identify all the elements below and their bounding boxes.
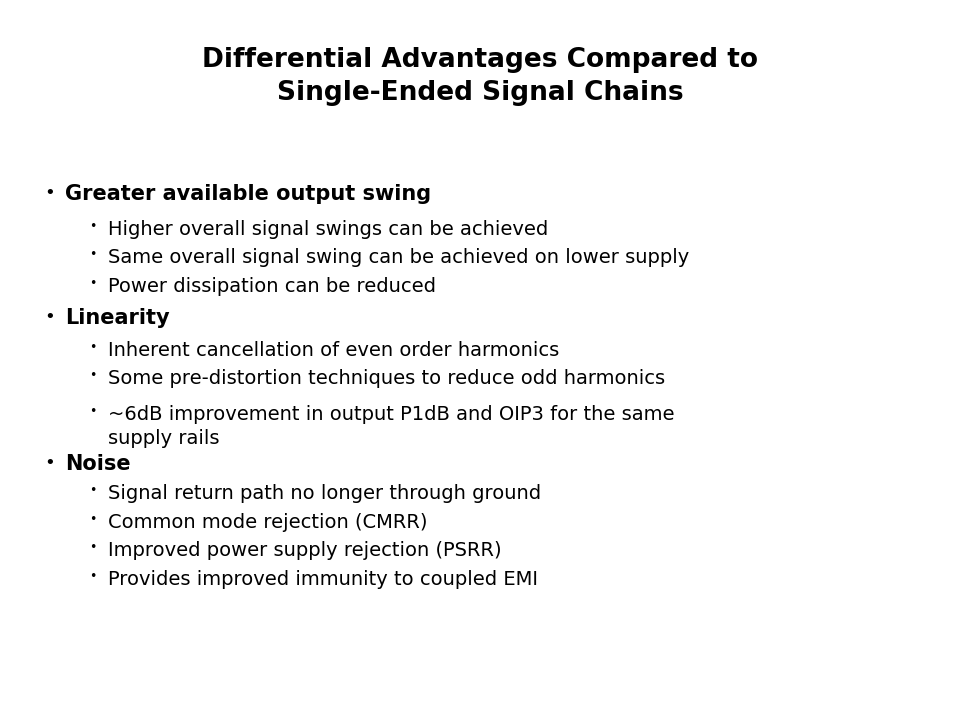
Text: •: •	[89, 484, 97, 497]
Text: Same overall signal swing can be achieved on lower supply: Same overall signal swing can be achieve…	[108, 248, 688, 267]
Text: ~6dB improvement in output P1dB and OIP3 for the same
supply rails: ~6dB improvement in output P1dB and OIP3…	[108, 405, 674, 448]
Text: •: •	[89, 277, 97, 290]
Text: Provides improved immunity to coupled EMI: Provides improved immunity to coupled EM…	[108, 570, 538, 589]
Text: •: •	[44, 308, 56, 326]
Text: Greater available output swing: Greater available output swing	[65, 184, 431, 204]
Text: Linearity: Linearity	[65, 308, 170, 328]
Text: Some pre-distortion techniques to reduce odd harmonics: Some pre-distortion techniques to reduce…	[108, 369, 664, 388]
Text: •: •	[89, 513, 97, 526]
Text: •: •	[89, 369, 97, 382]
Text: Noise: Noise	[65, 454, 131, 474]
Text: Higher overall signal swings can be achieved: Higher overall signal swings can be achi…	[108, 220, 548, 238]
Text: Signal return path no longer through ground: Signal return path no longer through gro…	[108, 484, 540, 503]
Text: Common mode rejection (CMRR): Common mode rejection (CMRR)	[108, 513, 427, 531]
Text: Improved power supply rejection (PSRR): Improved power supply rejection (PSRR)	[108, 541, 501, 560]
Text: •: •	[89, 220, 97, 233]
Text: •: •	[89, 541, 97, 554]
Text: •: •	[89, 405, 97, 418]
Text: Power dissipation can be reduced: Power dissipation can be reduced	[108, 277, 436, 296]
Text: •: •	[44, 184, 56, 202]
Text: •: •	[89, 341, 97, 354]
Text: •: •	[89, 570, 97, 583]
Text: Inherent cancellation of even order harmonics: Inherent cancellation of even order harm…	[108, 341, 559, 359]
Text: Differential Advantages Compared to
Single-Ended Signal Chains: Differential Advantages Compared to Sing…	[202, 47, 758, 106]
Text: •: •	[44, 454, 56, 472]
Text: •: •	[89, 248, 97, 261]
